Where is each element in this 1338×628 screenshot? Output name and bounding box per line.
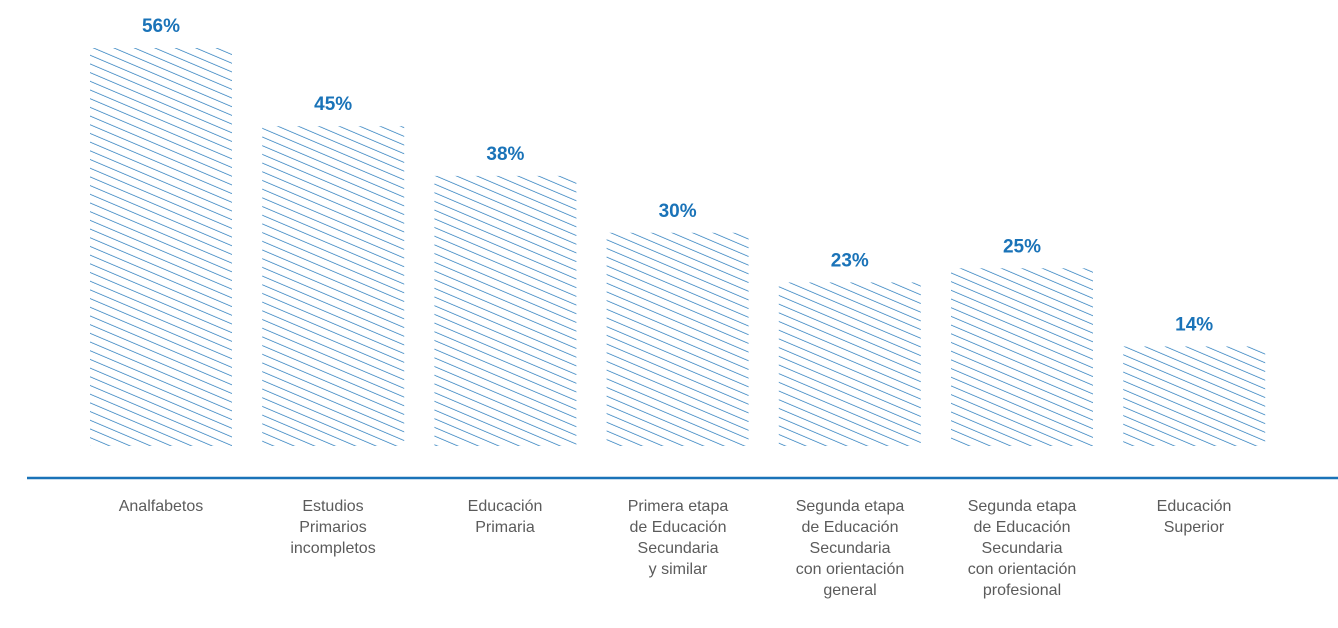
category-label-estudios-primarios-incompletos: Estudios Primarios incompletos [290,498,376,557]
value-label-segunda-etapa-general: 23% [831,251,869,272]
value-label-estudios-primarios-incompletos: 45% [314,94,352,115]
value-label-educacion-superior: 14% [1175,315,1213,336]
value-label-segunda-etapa-profesional: 25% [1003,236,1041,257]
bar-estudios-primarios-incompletos [262,126,405,446]
bar-segunda-etapa-profesional [951,268,1093,446]
bar-analfabetos [90,48,232,446]
category-label-segunda-etapa-general: Segunda etapa de Educación Secundaria co… [795,498,905,599]
bar-segunda-etapa-general [778,282,921,446]
category-label-educacion-primaria: Educación Primaria [467,498,543,536]
value-labels-layer: 56% 45% 38% 30% 23% 25% 14% [142,16,1213,336]
category-label-primera-etapa-secundaria: Primera etapa de Educación Secundaria y … [627,498,729,578]
bar-primera-etapa-secundaria [606,232,749,446]
bar-educacion-superior [1123,346,1266,446]
category-label-analfabetos: Analfabetos [118,498,204,515]
value-label-educacion-primaria: 38% [486,144,524,165]
category-label-educacion-superior: Educación Superior [1156,498,1232,536]
category-label-segunda-etapa-profesional: Segunda etapa de Educación Secundaria co… [967,498,1077,599]
value-label-analfabetos: 56% [142,16,180,37]
bar-educacion-primaria [434,175,577,446]
value-label-primera-etapa-secundaria: 30% [659,201,697,222]
bars-layer [90,48,1266,446]
